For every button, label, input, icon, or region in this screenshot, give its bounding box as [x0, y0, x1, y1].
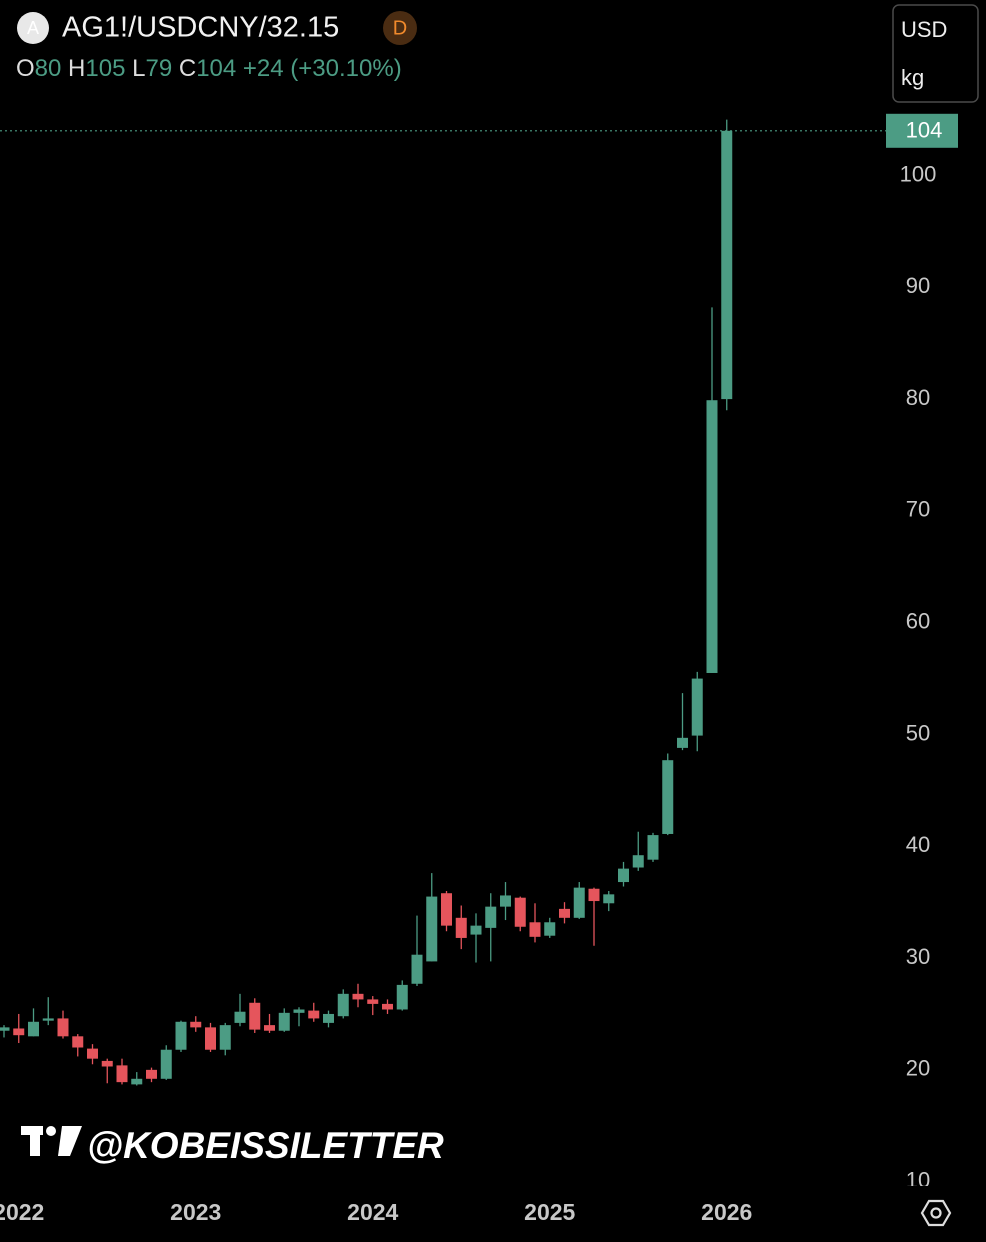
y-tick-label: 80 — [906, 385, 930, 410]
tradingview-logo — [21, 1126, 82, 1156]
candle-body — [87, 1048, 98, 1059]
candle-body — [205, 1027, 216, 1050]
candle-body — [455, 917, 467, 938]
candle-body — [175, 1021, 187, 1050]
candle-body — [573, 887, 585, 918]
candle-body — [367, 999, 379, 1004]
candle-body — [308, 1010, 320, 1019]
badge — [383, 11, 417, 45]
candle-body — [426, 896, 438, 962]
candle-body — [352, 993, 364, 1000]
candle-body — [28, 1021, 39, 1037]
ohlc-label: O — [16, 55, 35, 82]
candle-body — [470, 925, 482, 935]
candle-body — [721, 130, 733, 400]
ohlc-value: 79 — [145, 55, 172, 82]
y-tick-label: 30 — [906, 944, 930, 969]
symbol-icon-letter: A — [27, 18, 39, 38]
candle-body — [42, 1018, 54, 1021]
candle-body — [647, 835, 659, 860]
y-tick-label: 20 — [906, 1056, 930, 1081]
unit-box[interactable] — [892, 4, 979, 103]
watermark: @KOBEISSILETTER — [87, 1125, 444, 1166]
y-tick-label: 50 — [906, 720, 930, 745]
candle-body — [559, 908, 570, 918]
candle-body — [544, 922, 556, 936]
candle-body — [514, 897, 526, 927]
candle-body — [116, 1065, 128, 1083]
candle-body — [691, 678, 703, 736]
candle-body — [618, 868, 629, 883]
candle-body — [382, 1003, 393, 1010]
candle-body — [500, 895, 511, 907]
y-tick-label: 100 — [900, 161, 937, 186]
candle-body — [190, 1021, 202, 1028]
ohlc-line: O80 H105 L79 C104 +24 (+30.10%) — [16, 55, 402, 82]
x-tick-label: 2022 — [0, 1199, 44, 1225]
y-tick-label: 60 — [906, 608, 930, 633]
logo-part — [30, 1126, 40, 1156]
chart-title: AG1!/USDCNY/32.15 — [62, 12, 339, 44]
candle-body — [219, 1025, 231, 1050]
plot-area: 10 20 30 40 50 60 70 80 90 100 104 — [0, 113, 966, 1192]
candle-body — [485, 906, 497, 928]
candle-body — [146, 1069, 157, 1079]
settings-dot — [930, 1207, 942, 1219]
symbol-icon — [17, 12, 49, 44]
candle-body — [131, 1078, 143, 1085]
y-tick-label: 40 — [906, 832, 930, 857]
candle-body — [706, 400, 718, 673]
candle-body — [323, 1013, 334, 1023]
candle-body — [662, 760, 674, 834]
last-price-label: 104 — [906, 118, 943, 143]
ohlc-value: 80 — [35, 55, 62, 82]
candle-body — [57, 1018, 69, 1037]
candle-body — [13, 1028, 25, 1036]
candle-body — [101, 1060, 113, 1067]
y-tick-label: 90 — [906, 273, 930, 298]
candle-body — [264, 1025, 275, 1031]
candle-body — [293, 1009, 305, 1013]
x-tick-label: 2023 — [170, 1199, 221, 1225]
change-label: +24 (+30.10%) — [243, 55, 402, 82]
candle-body — [396, 984, 408, 1010]
y-tick-label: 10 — [906, 1167, 930, 1192]
candle-body — [632, 855, 644, 868]
settings-hex — [920, 1199, 952, 1227]
y-tick-label: 70 — [906, 497, 930, 522]
ohlc-value: 104 — [196, 55, 236, 82]
candle-body — [588, 888, 600, 902]
ohlc-label: C — [179, 55, 196, 82]
logo-part — [58, 1126, 82, 1156]
candle-body — [0, 1027, 10, 1031]
candle-body — [529, 922, 541, 937]
candle-body — [337, 993, 349, 1017]
logo-part — [46, 1126, 56, 1136]
x-tick-label: 2024 — [347, 1199, 398, 1225]
last-price-box — [886, 113, 958, 148]
candle-body — [441, 893, 452, 926]
candle-body — [72, 1036, 84, 1048]
badge-text: D — [393, 17, 407, 39]
candle-body — [677, 737, 688, 748]
candle-body — [249, 1002, 261, 1030]
ohlc-label: L — [132, 55, 145, 82]
x-tick-label: 2025 — [524, 1199, 575, 1225]
ohlc-label: H — [68, 55, 85, 82]
settings-icon[interactable] — [920, 1199, 952, 1227]
candle-body — [278, 1012, 290, 1031]
candle-body — [160, 1049, 172, 1079]
candle-body — [603, 894, 615, 904]
x-tick-label: 2026 — [701, 1199, 752, 1225]
candle-body — [411, 954, 423, 984]
currency-label: USD — [901, 17, 947, 42]
ohlc-value: 105 — [85, 55, 125, 82]
unit-label: kg — [901, 65, 924, 90]
candle-body — [234, 1011, 246, 1023]
